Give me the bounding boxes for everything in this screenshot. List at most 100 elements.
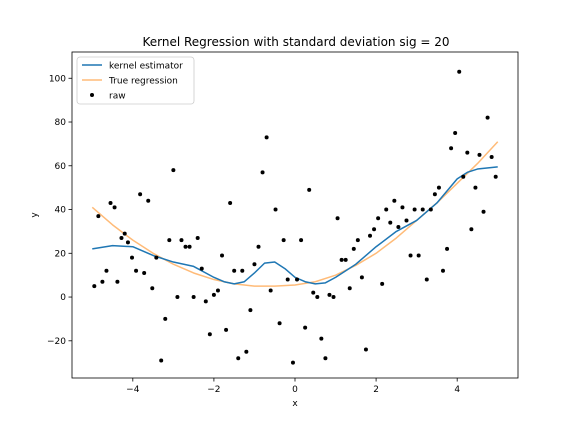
raw-data-point (477, 152, 482, 157)
raw-data-point (420, 207, 425, 212)
raw-data-point (130, 255, 135, 260)
raw-data-point (142, 270, 147, 275)
raw-data-point (228, 200, 233, 205)
raw-data-point (303, 325, 308, 330)
raw-data-point (260, 170, 265, 175)
raw-data-point (119, 235, 124, 240)
raw-data-point (220, 253, 225, 258)
y-tick-label: 80 (55, 118, 67, 128)
raw-data-point (159, 358, 164, 363)
raw-data-point (493, 174, 498, 179)
raw-data-point (232, 268, 237, 273)
raw-data-point (404, 218, 409, 223)
raw-data-point (465, 150, 470, 155)
raw-data-point (323, 356, 328, 361)
raw-data-point (252, 262, 257, 267)
raw-data-point (290, 360, 295, 365)
raw-data-point (461, 174, 466, 179)
raw-data-point (489, 155, 494, 160)
raw-data-point (171, 168, 176, 173)
raw-data-point (428, 207, 433, 212)
raw-data-point (363, 347, 368, 352)
raw-data-point (195, 235, 200, 240)
raw-data-point (327, 292, 332, 297)
raw-data-point (432, 192, 437, 197)
raw-data-point (392, 198, 397, 203)
raw-data-point (100, 279, 105, 284)
raw-data-point (307, 187, 312, 192)
raw-data-point (299, 238, 304, 243)
raw-data-point (400, 205, 405, 210)
raw-data-point (236, 356, 241, 361)
raw-data-point (295, 277, 300, 282)
raw-data-point (134, 268, 139, 273)
raw-data-point (281, 238, 286, 243)
raw-data-point (412, 207, 417, 212)
raw-data-point (187, 244, 192, 249)
raw-data-point (372, 227, 377, 232)
raw-data-point (449, 146, 454, 151)
legend-label-raw: raw (109, 92, 126, 102)
raw-data-point (485, 115, 490, 120)
raw-data-point (315, 295, 320, 300)
y-tick-label: 0 (60, 293, 66, 303)
legend-label-true-regression: True regression (108, 77, 178, 87)
raw-data-point (339, 257, 344, 262)
raw-data-point (359, 275, 364, 280)
raw-data-point (335, 216, 340, 221)
raw-data-point (256, 244, 261, 249)
raw-data-point (163, 316, 168, 321)
legend-box (76, 56, 195, 105)
raw-data-point (146, 198, 151, 203)
raw-data-point (199, 266, 204, 271)
x-tick-label: 4 (454, 385, 460, 395)
raw-data-point (457, 69, 462, 74)
y-tick-label: 60 (55, 162, 67, 172)
raw-data-point (481, 209, 486, 214)
raw-data-point (154, 255, 159, 260)
raw-data-point (440, 268, 445, 273)
raw-data-point (104, 268, 109, 273)
raw-data-point (268, 288, 273, 293)
raw-data-point (108, 200, 113, 205)
raw-data-point (331, 295, 336, 300)
raw-data-point (388, 220, 393, 225)
raw-data-point (343, 257, 348, 262)
raw-data-point (215, 288, 220, 293)
raw-data-point (469, 227, 474, 232)
raw-data-point (376, 216, 381, 221)
raw-data-point (473, 185, 478, 190)
x-tick-label: 0 (292, 385, 298, 395)
raw-data-point (396, 225, 401, 230)
raw-data-point (355, 238, 360, 243)
y-axis-label: y (30, 212, 40, 218)
raw-data-point (347, 286, 352, 291)
raw-data-point (384, 207, 389, 212)
raw-data-point (351, 246, 356, 251)
raw-data-point (115, 279, 120, 284)
y-tick-label: 20 (55, 249, 67, 259)
raw-data-point (244, 349, 249, 354)
raw-data-point (380, 281, 385, 286)
raw-data-point (264, 135, 269, 140)
raw-data-point (285, 277, 290, 282)
x-tick-label: 2 (373, 385, 379, 395)
x-tick-label: −2 (207, 385, 220, 395)
raw-data-point (150, 286, 155, 291)
raw-data-point (319, 336, 324, 341)
raw-data-point (167, 238, 172, 243)
raw-data-point (424, 277, 429, 282)
raw-data-point (311, 290, 316, 295)
y-tick-label: 100 (49, 74, 66, 84)
series-line-kernel-estimator (92, 166, 498, 285)
plot-area (91, 69, 499, 365)
y-axis-ticks: −20 0 20 40 60 80 100 (47, 74, 72, 347)
raw-data-point (183, 244, 188, 249)
raw-data-point (191, 295, 196, 300)
raw-data-point (273, 207, 278, 212)
raw-data-point (408, 253, 413, 258)
y-tick-label: 40 (55, 206, 67, 216)
y-tick-label: −20 (47, 337, 66, 347)
